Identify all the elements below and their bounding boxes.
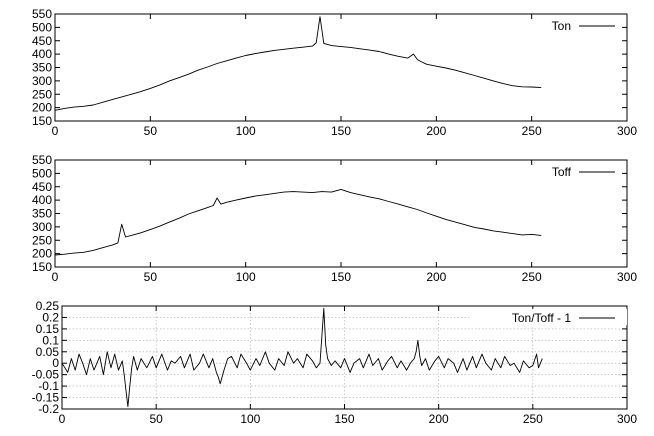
y-tick-label: 400 — [32, 193, 52, 207]
x-tick-label: 300 — [617, 270, 637, 284]
y-tick-label: 350 — [32, 207, 52, 221]
x-tick-label: 100 — [236, 270, 256, 284]
x-tick-label: 200 — [426, 270, 446, 284]
y-tick-label: -0.15 — [32, 391, 60, 405]
y-tick-label: 450 — [32, 180, 52, 194]
legend-label: Ton/Toff - 1 — [512, 311, 571, 325]
x-tick-label: 300 — [617, 412, 637, 426]
y-tick-label: 200 — [32, 247, 52, 261]
y-tick-label: 350 — [32, 61, 52, 75]
y-tick-label: 500 — [32, 20, 52, 34]
y-tick-label: 0.2 — [42, 310, 59, 324]
x-tick-label: 0 — [52, 124, 59, 138]
x-tick-label: 150 — [334, 412, 354, 426]
series-line-ton — [54, 16, 542, 111]
y-tick-label: 0 — [52, 356, 59, 370]
y-tick-label: 550 — [32, 7, 52, 21]
legend-label: Toff — [552, 165, 572, 179]
plot-frame — [54, 159, 628, 268]
legend-background — [469, 309, 627, 325]
x-tick-label: 100 — [240, 412, 260, 426]
x-tick-label: 50 — [144, 270, 158, 284]
y-tick-label: 150 — [32, 114, 52, 128]
y-tick-label: 150 — [32, 260, 52, 274]
y-tick-label: 250 — [32, 233, 52, 247]
y-tick-label: 300 — [32, 74, 52, 88]
x-tick-label: 50 — [144, 124, 158, 138]
plot-frame — [54, 13, 628, 122]
series-line-toff — [54, 188, 542, 256]
x-tick-label: 50 — [149, 412, 163, 426]
y-tick-label: -0.05 — [32, 368, 60, 382]
y-tick-label: -0.2 — [38, 402, 59, 416]
y-tick-label: -0.1 — [38, 379, 59, 393]
x-tick-label: 250 — [523, 412, 543, 426]
y-tick-label: 450 — [32, 34, 52, 48]
x-tick-label: 100 — [236, 124, 256, 138]
x-tick-label: 150 — [331, 270, 351, 284]
y-tick-label: 200 — [32, 101, 52, 115]
y-tick-label: 250 — [32, 87, 52, 101]
y-tick-label: 550 — [32, 153, 52, 167]
x-tick-label: 150 — [331, 124, 351, 138]
y-tick-label: 0.05 — [36, 345, 60, 359]
series-line-ton-toff-1 — [61, 307, 543, 408]
y-tick-label: 300 — [32, 220, 52, 234]
x-tick-label: 250 — [522, 124, 542, 138]
x-tick-label: 250 — [522, 270, 542, 284]
y-tick-label: 0.25 — [36, 299, 60, 313]
x-tick-label: 0 — [59, 412, 66, 426]
x-tick-label: 200 — [426, 124, 446, 138]
y-tick-label: 0.1 — [42, 333, 59, 347]
x-tick-label: 300 — [617, 124, 637, 138]
y-tick-label: 400 — [32, 47, 52, 61]
y-tick-label: 500 — [32, 166, 52, 180]
y-tick-label: 0.15 — [36, 322, 60, 336]
x-tick-label: 200 — [429, 412, 449, 426]
x-tick-label: 0 — [52, 270, 59, 284]
legend-label: Ton — [552, 19, 571, 33]
